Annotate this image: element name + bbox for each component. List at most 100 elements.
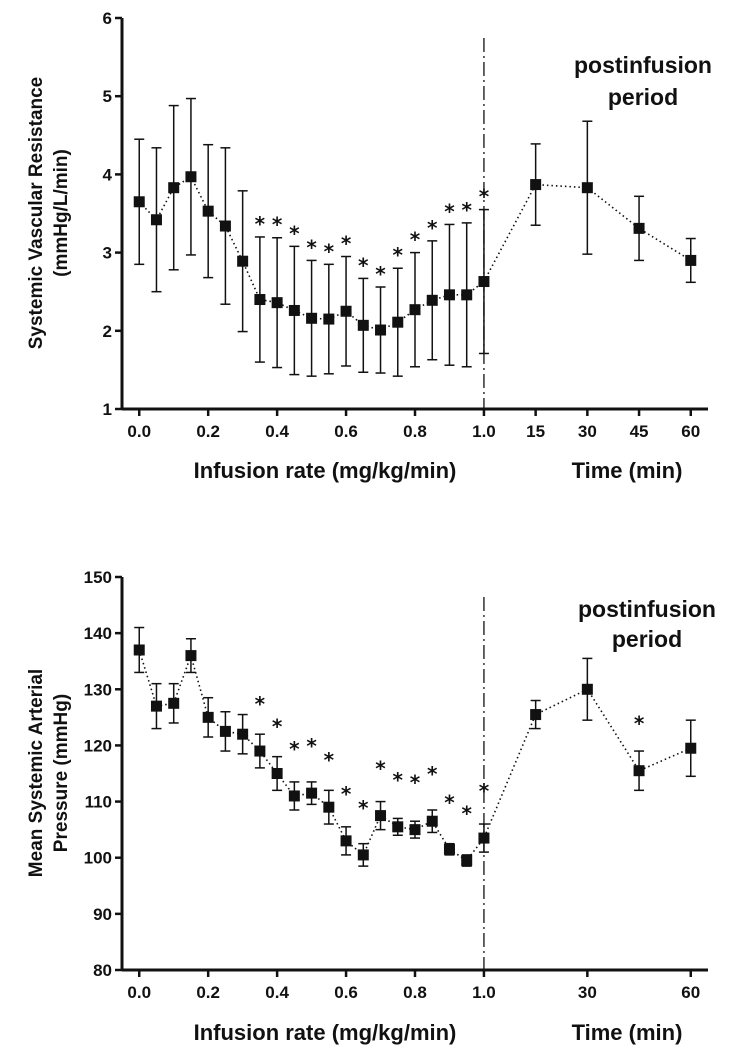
y-axis-title-line2: (mmHg/L/min) (51, 149, 72, 277)
significance-star: * (461, 802, 472, 826)
y-tick-label: 110 (85, 793, 112, 812)
x-tick-label: 1.0 (472, 422, 496, 441)
y-axis-title-line2: Pressure (mmHg) (51, 694, 72, 852)
x-axis-title-time: Time (min) (572, 458, 683, 483)
data-point (288, 304, 300, 316)
data-point (581, 182, 593, 194)
data-point (375, 324, 387, 336)
y-tick-label: 90 (93, 905, 112, 924)
data-point (202, 711, 214, 723)
data-point (133, 644, 145, 656)
x-tick-label: 45 (630, 422, 649, 441)
significance-star: * (375, 757, 386, 781)
data-point (685, 742, 697, 754)
data-point (478, 832, 490, 844)
significance-star: * (341, 232, 352, 256)
data-point (392, 821, 404, 833)
x-tick-label: 0.8 (403, 422, 427, 441)
significance-star: * (255, 692, 266, 716)
y-tick-label: 100 (84, 849, 112, 868)
x-axis-title-time: Time (min) (572, 1020, 683, 1045)
data-point (237, 728, 249, 740)
x-tick-label: 60 (681, 983, 700, 1002)
data-point (478, 276, 490, 288)
significance-star: * (375, 262, 386, 286)
data-point (271, 768, 283, 779)
y-tick-label: 120 (84, 736, 112, 755)
data-point (185, 171, 197, 183)
x-tick-label: 0.4 (265, 983, 289, 1002)
data-point (271, 297, 283, 309)
data-point (633, 222, 645, 234)
significance-star: * (306, 235, 317, 259)
data-point (409, 304, 421, 316)
y-tick-label: 140 (84, 624, 112, 643)
data-point (219, 220, 231, 232)
data-point (168, 182, 180, 194)
y-tick-label: 1 (103, 400, 112, 419)
significance-star: * (393, 768, 404, 792)
significance-star: * (324, 239, 335, 263)
x-tick-label: 0.0 (127, 983, 151, 1002)
data-point (219, 725, 231, 737)
data-point (254, 294, 266, 306)
y-axis-title-line1: Systemic Vascular Resistance (26, 77, 47, 350)
data-point (237, 255, 249, 267)
period-annotation: period (612, 626, 682, 652)
significance-star: * (272, 715, 283, 739)
x-axis-title: Infusion rate (mg/kg/min) (194, 1020, 457, 1045)
data-point (461, 289, 473, 301)
significance-star: * (479, 779, 490, 803)
x-tick-label: 0.2 (196, 422, 220, 441)
data-point (340, 835, 352, 847)
significance-star: * (410, 228, 421, 252)
significance-star: * (393, 243, 404, 267)
period-annotation: period (608, 84, 678, 110)
y-tick-label: 2 (103, 322, 112, 341)
data-point (323, 801, 335, 813)
data-point (202, 205, 214, 217)
significance-star: * (479, 185, 490, 209)
data-point (530, 179, 542, 191)
data-point (375, 810, 387, 822)
x-tick-label: 0.0 (127, 422, 151, 441)
data-point (392, 316, 404, 328)
y-axis-title: Systemic Vascular Resistance (mmHg/L/min) (26, 77, 72, 350)
significance-star: * (255, 212, 266, 236)
data-point (133, 196, 145, 208)
data-point (306, 312, 318, 324)
data-point (357, 849, 369, 861)
significance-star: * (444, 790, 455, 814)
data-point (581, 683, 593, 695)
y-axis-title-line1: Mean Systemic Arterial (26, 669, 47, 877)
data-point (340, 305, 352, 317)
significance-star: * (289, 221, 300, 245)
x-tick-label: 0.4 (265, 422, 289, 441)
data-point (306, 787, 318, 799)
data-point (254, 745, 266, 757)
data-point (426, 815, 438, 827)
significance-star: * (634, 712, 645, 736)
significance-star: * (444, 199, 455, 223)
significance-star: * (306, 734, 317, 758)
data-point (443, 289, 455, 301)
postinfusion-annotation: postinfusion (574, 52, 712, 78)
data-point (168, 697, 180, 709)
y-tick-label: 130 (84, 680, 112, 699)
x-tick-label: 0.6 (334, 422, 358, 441)
y-axis-title: Mean Systemic Arterial Pressure (mmHg) (26, 669, 72, 877)
y-tick-label: 5 (103, 87, 112, 106)
significance-star: * (410, 771, 421, 795)
data-point (357, 319, 369, 331)
x-tick-label: 15 (526, 422, 545, 441)
x-tick-label: 0.6 (334, 983, 358, 1002)
y-tick-label: 4 (103, 165, 113, 184)
data-point (185, 650, 197, 662)
significance-star: * (461, 198, 472, 222)
significance-star: * (324, 748, 335, 772)
x-tick-label: 30 (578, 422, 597, 441)
x-tick-label: 0.8 (403, 983, 427, 1002)
data-point (150, 700, 162, 712)
significance-star: * (427, 216, 438, 240)
